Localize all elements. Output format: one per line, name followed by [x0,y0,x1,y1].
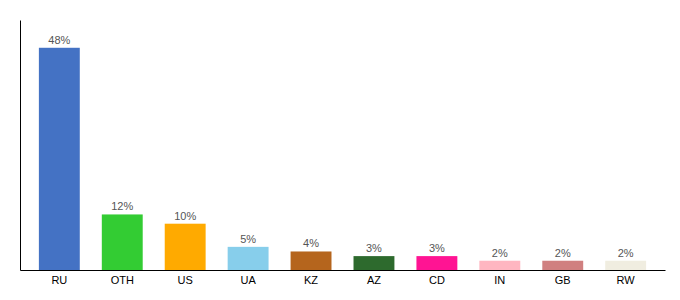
bar [39,48,80,270]
y-axis-line [20,21,21,271]
data-label: 5% [240,233,256,245]
data-label: 2% [555,247,571,259]
data-label: 48% [48,34,70,46]
x-tick: OTH [111,274,134,286]
x-axis-line [21,270,666,271]
x-tick-label: US [178,274,193,286]
x-tick: IN [494,274,505,286]
bar [228,247,269,270]
bar [291,251,332,270]
bar [416,256,457,270]
plot: 48% 12% 10% 5% 4% 3% 3% 2% 2% 2% RU OTH US UA KZ AZ CD IN… [21,21,666,286]
x-axis: RU OTH US UA KZ AZ CD IN GB RW [21,271,666,286]
y-axis [20,21,21,271]
x-tick-label: UA [240,274,256,286]
x-tick: RW [617,274,636,286]
x-tick-label: AZ [367,274,381,286]
bar [102,214,143,270]
data-labels: 48% 12% 10% 5% 4% 3% 3% 2% 2% 2% [48,34,634,259]
bar [605,261,646,270]
x-tick: GB [555,274,571,286]
x-tick: US [178,274,193,286]
x-tick: KZ [304,274,318,286]
data-label: 10% [174,210,196,222]
x-tick-label: OTH [111,274,134,286]
bar [354,256,395,270]
data-label: 2% [492,247,508,259]
data-label: 3% [366,242,382,254]
x-tick: RU [51,274,67,286]
data-label: 12% [111,200,133,212]
data-label: 3% [429,242,445,254]
x-tick-label: IN [494,274,505,286]
x-tick-label: GB [555,274,571,286]
x-tick-label: CD [429,274,445,286]
x-tick-label: KZ [304,274,318,286]
bar [165,224,206,270]
data-label: 4% [303,237,319,249]
bar [479,261,520,270]
x-tick: CD [429,274,445,286]
chart: 48% 12% 10% 5% 4% 3% 3% 2% 2% 2% RU OTH US UA KZ AZ CD IN… [0,0,680,300]
x-tick: AZ [367,274,381,286]
data-label: 2% [618,247,634,259]
bar [542,261,583,270]
bars [39,48,646,270]
x-tick-label: RW [617,274,636,286]
x-tick: UA [240,274,256,286]
x-tick-label: RU [51,274,67,286]
